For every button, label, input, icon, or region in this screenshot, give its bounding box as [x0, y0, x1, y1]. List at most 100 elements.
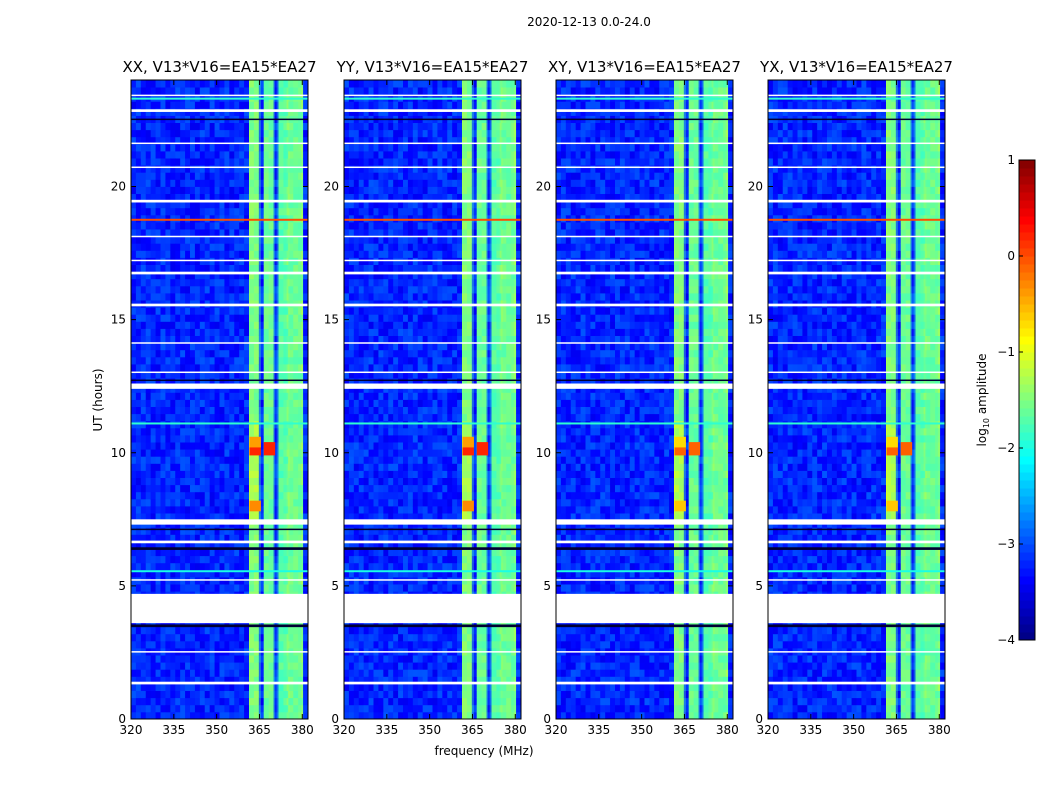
heatmap-cell	[353, 356, 360, 365]
heatmap-cell	[378, 555, 384, 564]
heatmap-cell	[199, 633, 206, 642]
heatmap-cell	[373, 619, 379, 628]
heatmap-cell	[393, 541, 399, 549]
heatmap-cell	[283, 271, 289, 280]
heatmap-cell	[170, 250, 176, 258]
heatmap-cell	[403, 371, 409, 379]
heatmap-cell	[348, 158, 355, 166]
heatmap-cell	[378, 264, 384, 273]
heatmap-cell	[303, 506, 308, 514]
heatmap-cell	[398, 314, 404, 322]
heatmap-cell	[140, 463, 147, 471]
heatmap-cell	[393, 243, 399, 251]
heatmap-cell	[353, 207, 360, 216]
heatmap-cell	[288, 676, 294, 684]
heatmap-cell	[219, 165, 225, 173]
heatmap-cell	[155, 399, 161, 407]
heatmap-cell	[194, 122, 201, 131]
heatmap-cell	[268, 285, 274, 294]
heatmap-cell	[194, 278, 201, 287]
heatmap-cell	[268, 165, 274, 173]
heatmap-cell	[239, 293, 245, 301]
heatmap-cell	[293, 243, 299, 251]
heatmap-cell	[278, 506, 284, 514]
heatmap-cell	[180, 250, 186, 258]
heatmap-cell	[278, 214, 284, 223]
heatmap-cell	[229, 697, 235, 706]
heatmap-cell	[268, 172, 274, 180]
heatmap-cell	[219, 584, 225, 592]
heatmap-cell	[373, 101, 379, 109]
heatmap-cell	[283, 236, 289, 244]
heatmap-cell	[344, 356, 350, 365]
heatmap-cell	[427, 356, 433, 365]
heatmap-cell	[403, 655, 409, 663]
heatmap-cell	[393, 662, 399, 670]
heatmap-cell	[253, 662, 260, 670]
heatmap-cell	[253, 122, 260, 131]
heatmap-cell	[224, 420, 230, 429]
heatmap-cell	[170, 640, 176, 649]
heatmap-cell	[407, 513, 414, 521]
heatmap-cell	[209, 690, 215, 699]
heatmap-cell	[165, 477, 171, 486]
heatmap-cell	[388, 349, 394, 358]
heatmap-cell	[344, 172, 350, 180]
heatmap-cell	[383, 435, 389, 443]
heatmap-cell	[175, 584, 181, 592]
heatmap-cell	[298, 427, 304, 436]
heatmap-cell	[353, 669, 360, 677]
heatmap-cell	[348, 406, 355, 415]
heatmap-cell	[344, 101, 350, 109]
heatmap-cell	[388, 122, 394, 131]
heatmap-cell	[412, 165, 419, 173]
heatmap-cell	[393, 229, 399, 237]
heatmap-cell	[283, 129, 289, 138]
heatmap-cell	[170, 293, 176, 301]
heatmap-cell	[160, 399, 166, 407]
heatmap-cell	[131, 491, 137, 500]
heatmap-cell	[268, 108, 274, 116]
heatmap-cell	[422, 129, 428, 138]
heatmap-cell	[239, 250, 245, 258]
heatmap-cell	[283, 214, 289, 223]
heatmap-cell	[393, 264, 399, 273]
heatmap-cell	[363, 690, 369, 699]
heatmap-cell	[407, 477, 414, 486]
heatmap-cell	[249, 584, 255, 592]
heatmap-cell	[258, 435, 265, 443]
heatmap-cell	[155, 193, 161, 202]
heatmap-cell	[155, 619, 161, 628]
heatmap-cell	[234, 406, 240, 415]
heatmap-cell	[268, 413, 274, 422]
heatmap-cell	[344, 470, 350, 478]
heatmap-cell	[135, 371, 142, 379]
heatmap-cell	[229, 335, 235, 344]
heatmap-cell	[412, 229, 419, 237]
heatmap-cell	[150, 662, 156, 670]
heatmap-cell	[145, 87, 152, 95]
heatmap-cell	[244, 129, 250, 138]
heatmap-cell	[209, 427, 215, 436]
heatmap-cell	[244, 321, 250, 329]
heatmap-cell	[403, 314, 409, 322]
heatmap-cell	[155, 463, 161, 471]
heatmap-cell	[249, 307, 255, 315]
heatmap-cell	[224, 356, 230, 365]
heatmap-cell	[258, 548, 265, 557]
heatmap-cell	[185, 165, 191, 173]
heatmap-cell	[344, 534, 350, 542]
heatmap-cell	[358, 87, 365, 95]
heatmap-cell	[249, 80, 255, 88]
heatmap-cell	[268, 420, 274, 429]
heatmap-cell	[353, 229, 360, 237]
heatmap-cell	[249, 278, 255, 287]
heatmap-cell	[403, 669, 409, 677]
heatmap-cell	[288, 136, 294, 145]
heatmap-cell	[373, 129, 379, 138]
heatmap-cell	[383, 307, 389, 315]
heatmap-cell	[273, 442, 279, 450]
heatmap-cell	[234, 413, 240, 422]
heatmap-cell	[180, 626, 186, 635]
heatmap-cell	[417, 662, 424, 670]
